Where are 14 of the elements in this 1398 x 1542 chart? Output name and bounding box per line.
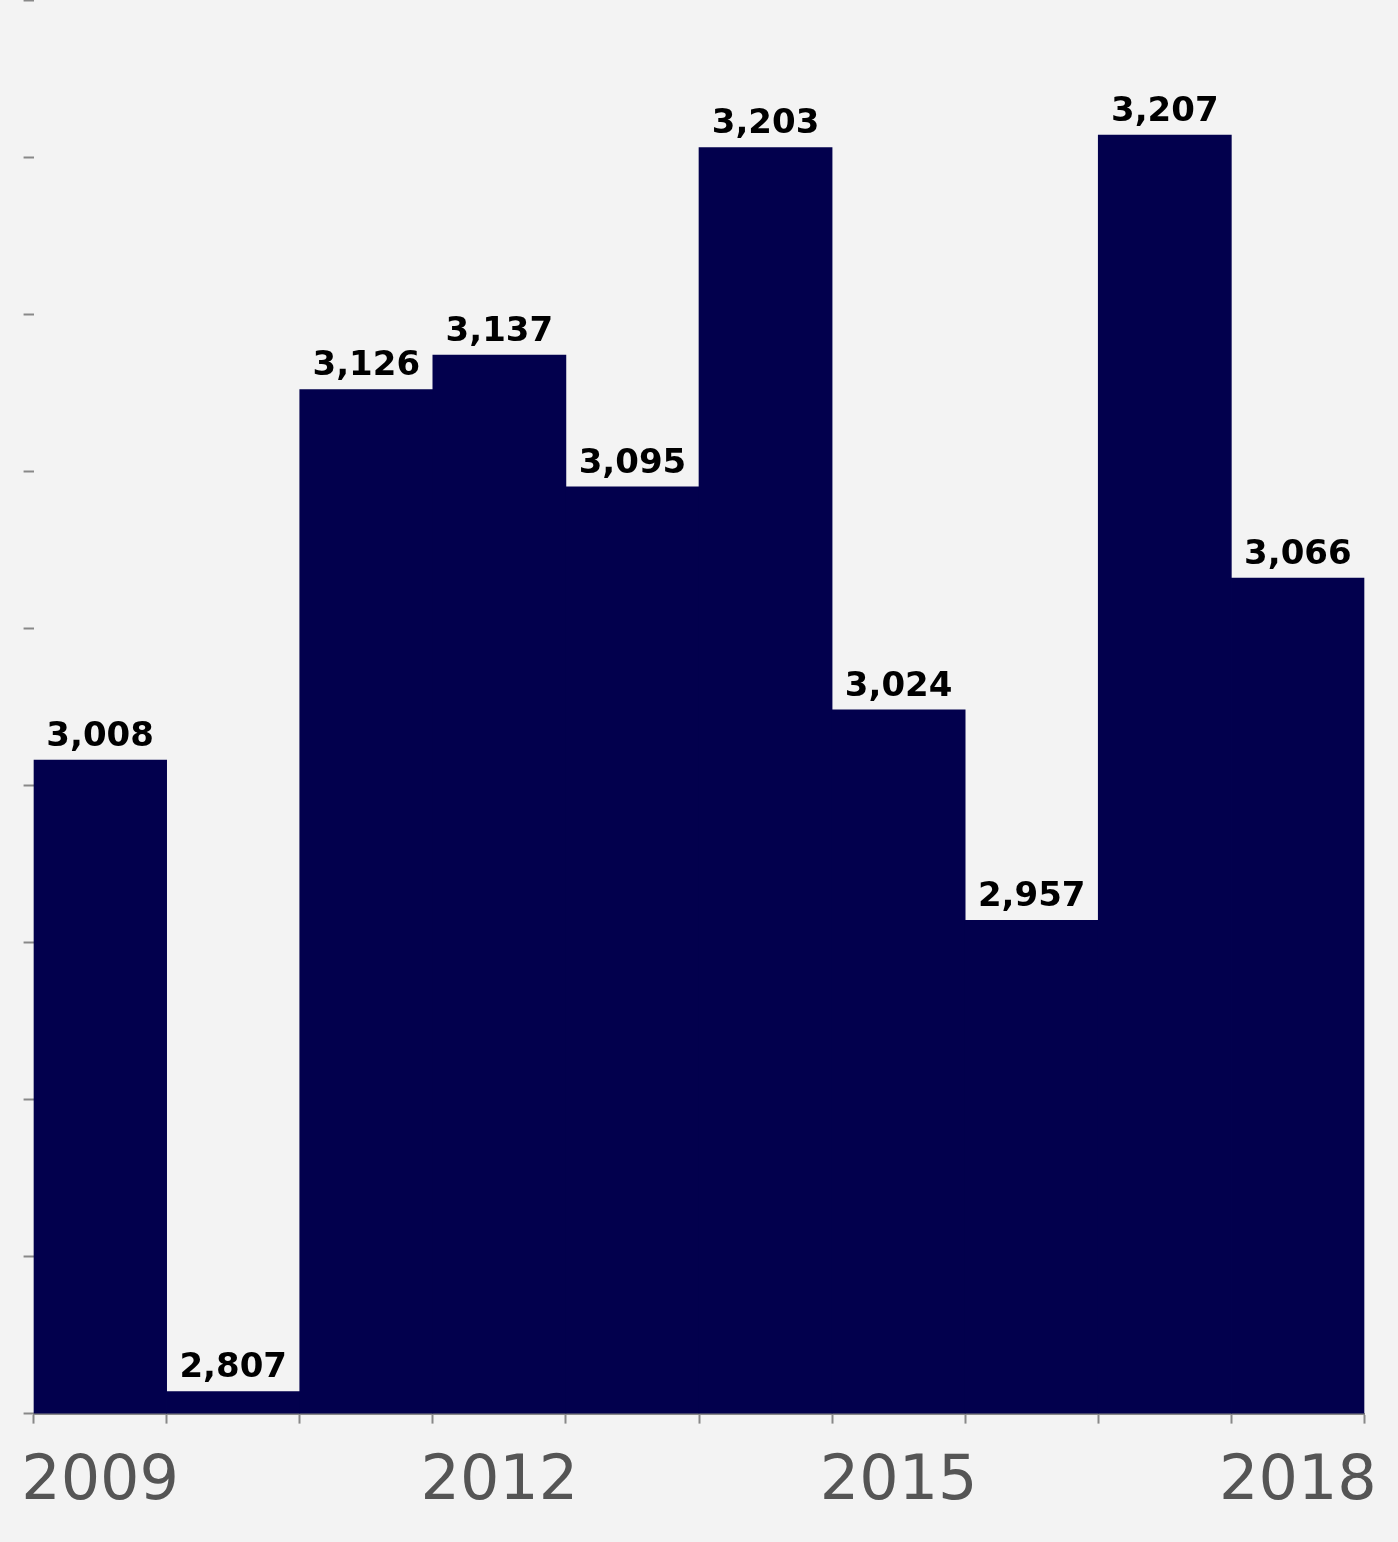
x-tick-label: 2009 <box>21 1440 180 1514</box>
data-label: 3,024 <box>844 663 953 704</box>
data-label: 3,207 <box>1111 88 1219 129</box>
x-tick-label: 2012 <box>420 1440 579 1514</box>
data-label: 3,008 <box>46 714 154 755</box>
data-label: 3,095 <box>578 440 687 481</box>
data-label: 3,203 <box>711 101 820 142</box>
data-label: 2,807 <box>179 1345 287 1386</box>
data-label: 3,126 <box>312 343 421 384</box>
data-label: 2,957 <box>977 874 1086 915</box>
data-label: 3,066 <box>1244 531 1352 572</box>
x-tick-label: 2015 <box>819 1440 978 1514</box>
data-label: 3,137 <box>445 308 554 349</box>
x-tick-label: 2018 <box>1218 1440 1377 1514</box>
